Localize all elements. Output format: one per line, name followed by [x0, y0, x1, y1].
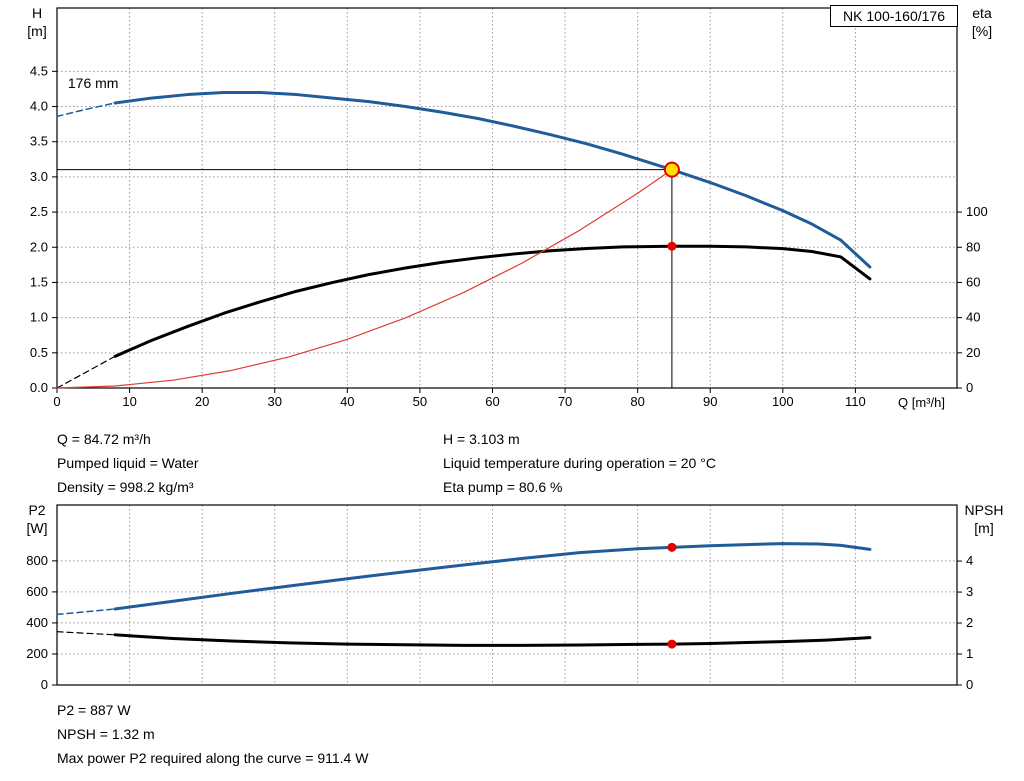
q-axis-label: Q [m³/h] — [898, 395, 945, 410]
svg-text:4.5: 4.5 — [30, 63, 48, 78]
eta-axis-name: eta — [972, 5, 992, 21]
svg-text:30: 30 — [268, 394, 282, 409]
npsh-curve — [113, 633, 872, 647]
svg-text:600: 600 — [26, 584, 48, 599]
eta-curve — [113, 244, 872, 358]
info-flow: Q = 84.72 m³/h — [57, 431, 151, 447]
eta-point — [667, 241, 677, 251]
svg-text:2.5: 2.5 — [30, 204, 48, 219]
svg-text:2.0: 2.0 — [30, 239, 48, 254]
svg-text:100: 100 — [966, 204, 988, 219]
svg-text:0.0: 0.0 — [30, 380, 48, 395]
p2-curve-dashed — [56, 608, 116, 616]
duty-info-right: H = 3.103 m Liquid temperature during op… — [443, 427, 716, 499]
svg-text:80: 80 — [630, 394, 644, 409]
duty-point[interactable] — [663, 161, 680, 178]
svg-text:60: 60 — [966, 274, 980, 289]
svg-text:40: 40 — [340, 394, 354, 409]
duty-info-left: Q = 84.72 m³/h Pumped liquid = Water Den… — [57, 427, 199, 499]
svg-text:10: 10 — [122, 394, 136, 409]
info-p2: P2 = 887 W — [57, 702, 131, 718]
svg-text:80: 80 — [966, 239, 980, 254]
npsh-curve-dashed — [56, 631, 116, 636]
svg-text:0: 0 — [41, 677, 48, 692]
power-info: P2 = 887 W NPSH = 1.32 m Max power P2 re… — [57, 698, 368, 770]
info-eta: Eta pump = 80.6 % — [443, 479, 563, 495]
pump-model-box: NK 100-160/176 — [830, 5, 958, 27]
svg-text:60: 60 — [485, 394, 499, 409]
svg-text:0: 0 — [966, 677, 973, 692]
svg-text:3.0: 3.0 — [30, 169, 48, 184]
svg-text:1.0: 1.0 — [30, 310, 48, 325]
info-head: H = 3.103 m — [443, 431, 520, 447]
svg-text:3.5: 3.5 — [30, 134, 48, 149]
h-axis-label: H [m] — [20, 4, 54, 40]
svg-text:2: 2 — [966, 615, 973, 630]
svg-text:20: 20 — [195, 394, 209, 409]
svg-text:4.0: 4.0 — [30, 99, 48, 114]
svg-text:200: 200 — [26, 646, 48, 661]
svg-text:20: 20 — [966, 345, 980, 360]
svg-text:100: 100 — [772, 394, 794, 409]
info-temperature: Liquid temperature during operation = 20… — [443, 455, 716, 471]
p2-curve — [113, 542, 872, 611]
info-npsh: NPSH = 1.32 m — [57, 726, 155, 742]
p2-npsh-chart-frame — [56, 504, 958, 686]
svg-text:400: 400 — [26, 615, 48, 630]
svg-text:4: 4 — [966, 553, 973, 568]
info-liquid: Pumped liquid = Water — [57, 455, 199, 471]
eta-axis-unit: [%] — [971, 23, 993, 39]
pump-model-label: NK 100-160/176 — [843, 8, 945, 24]
npsh-axis-name: NPSH — [964, 502, 1004, 518]
npsh-axis-label: NPSH [m] — [961, 501, 1007, 537]
svg-text:0: 0 — [53, 394, 60, 409]
eta-axis-label: eta [%] — [965, 4, 999, 40]
svg-text:1.5: 1.5 — [30, 274, 48, 289]
info-max-power: Max power P2 required along the curve = … — [57, 750, 369, 766]
h-curve-dashed — [56, 102, 116, 118]
svg-text:40: 40 — [966, 310, 980, 325]
system-curve — [56, 169, 673, 389]
p2-axis-name: P2 — [28, 502, 46, 518]
p2-axis-unit: [W] — [26, 520, 48, 536]
info-density: Density = 998.2 kg/m³ — [57, 479, 194, 495]
eta-curve-dashed — [56, 355, 116, 389]
npsh-point — [667, 639, 677, 649]
h-curve-176mm — [113, 90, 872, 269]
svg-text:50: 50 — [413, 394, 427, 409]
p2-point — [667, 542, 677, 552]
h-axis-name: H — [31, 5, 43, 21]
svg-text:3: 3 — [966, 584, 973, 599]
svg-text:1: 1 — [966, 646, 973, 661]
svg-text:0: 0 — [966, 380, 973, 395]
h-axis-unit: [m] — [27, 23, 47, 39]
impeller-size-label: 176 mm — [68, 75, 119, 91]
svg-text:800: 800 — [26, 553, 48, 568]
npsh-axis-unit: [m] — [974, 520, 994, 536]
svg-text:90: 90 — [703, 394, 717, 409]
qh-eta-chart-frame — [56, 7, 958, 389]
p2-axis-label: P2 [W] — [18, 501, 56, 537]
svg-text:110: 110 — [845, 394, 866, 409]
svg-text:70: 70 — [558, 394, 572, 409]
svg-text:0.5: 0.5 — [30, 345, 48, 360]
